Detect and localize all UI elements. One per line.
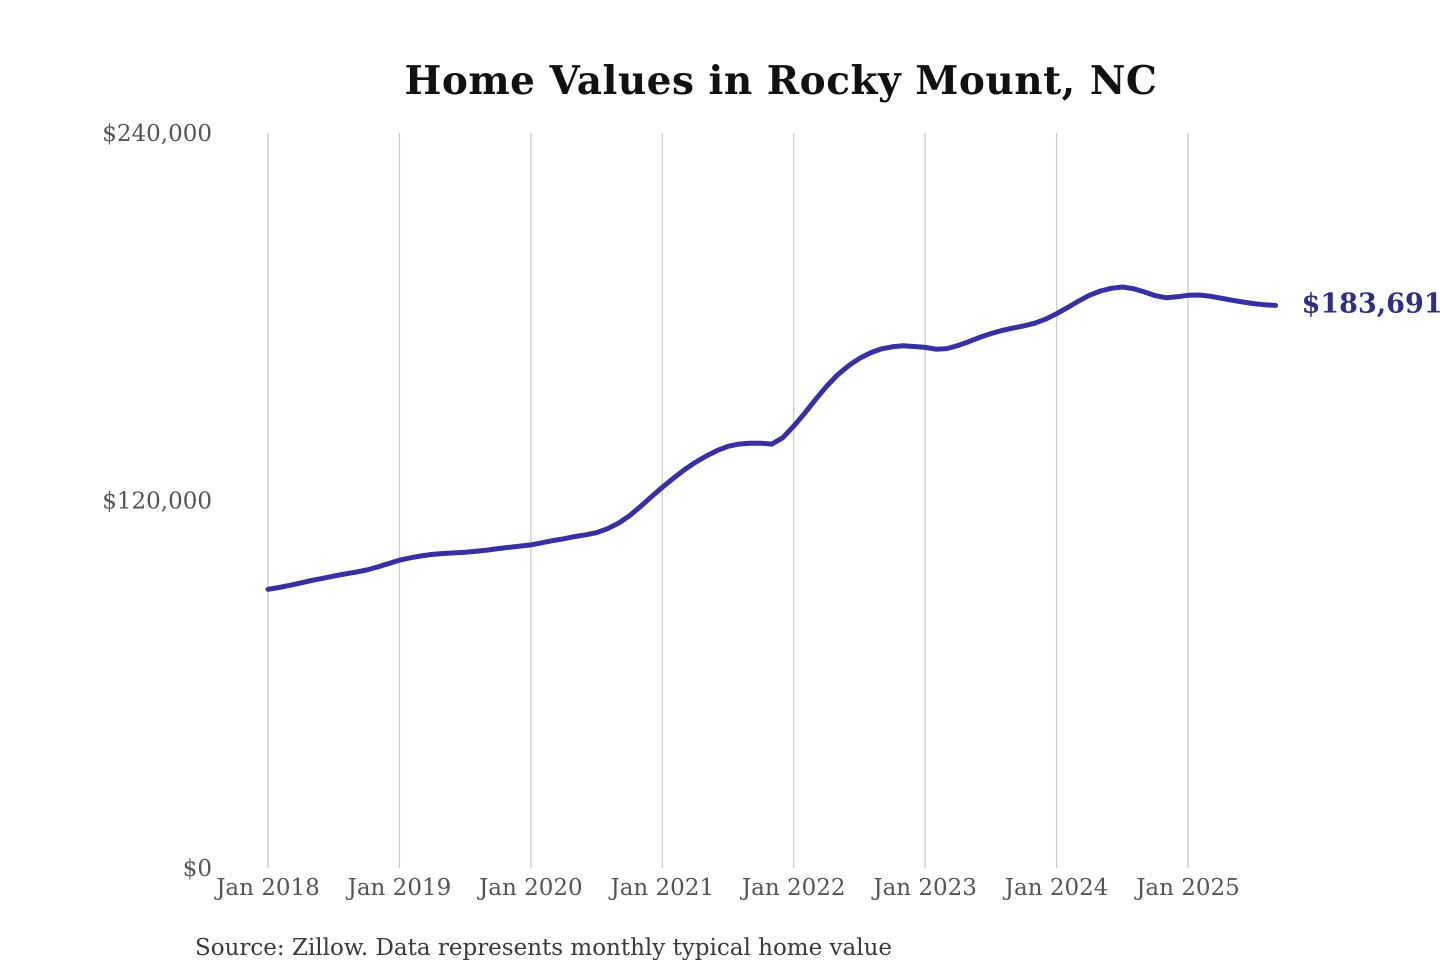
source-note: Source: Zillow. Data represents monthly … xyxy=(195,935,893,960)
x-tick-label: Jan 2024 xyxy=(1003,875,1109,901)
plot-area: Jan 2018 Jan 2019 Jan 2020 Jan 2021 Jan 2022… xyxy=(102,121,1279,901)
latest-value-label: $183,691 xyxy=(1301,288,1440,320)
x-tick-label: Jan 2021 xyxy=(608,875,714,901)
x-tick-label: Jan 2019 xyxy=(346,875,452,901)
chart-title: Home Values in Rocky Mount, NC xyxy=(404,58,1158,104)
home-value-line xyxy=(265,284,1279,592)
x-tick-label: Jan 2023 xyxy=(871,875,977,901)
home-values-chart: Home Values in Rocky Mount, NC Jan 2018 J… xyxy=(40,16,1440,960)
x-tick-label: Jan 2025 xyxy=(1134,875,1240,901)
y-tick-label: $240,000 xyxy=(102,121,212,147)
y-tick-label: $120,000 xyxy=(102,489,212,515)
x-tick-label: Jan 2020 xyxy=(477,875,583,901)
x-tick-label: Jan 2018 xyxy=(214,875,320,901)
y-tick-label: $0 xyxy=(183,856,212,882)
x-tick-label: Jan 2022 xyxy=(740,875,846,901)
